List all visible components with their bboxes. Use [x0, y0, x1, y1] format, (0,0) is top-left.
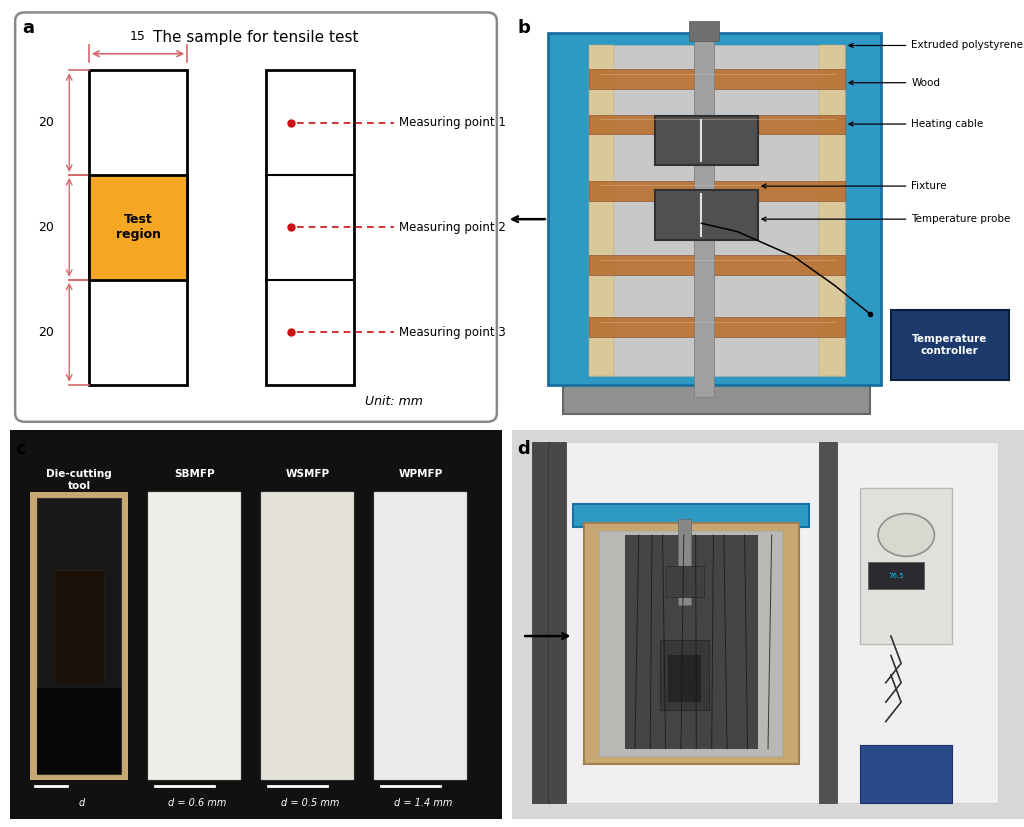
Bar — [666, 566, 705, 597]
Bar — [589, 45, 845, 376]
Bar — [89, 70, 187, 385]
Text: b: b — [517, 19, 530, 36]
Bar — [589, 114, 845, 135]
Bar — [589, 69, 845, 89]
Bar — [54, 570, 103, 685]
Bar — [589, 45, 614, 376]
Text: c: c — [15, 440, 26, 458]
Bar — [573, 504, 809, 528]
Text: WPMFP: WPMFP — [398, 469, 442, 479]
Text: Unit: mm: Unit: mm — [365, 395, 423, 409]
Bar — [30, 492, 128, 780]
Bar — [37, 498, 121, 774]
Bar — [655, 190, 758, 240]
Bar — [660, 640, 709, 710]
Text: Extruded polystyrene: Extruded polystyrene — [849, 41, 1023, 50]
Bar — [655, 116, 758, 165]
Text: 20: 20 — [39, 116, 54, 129]
Bar — [548, 33, 881, 385]
Text: Temperature
controller: Temperature controller — [912, 334, 987, 356]
Text: a: a — [23, 19, 35, 36]
Bar — [867, 562, 924, 590]
Text: 15: 15 — [130, 31, 146, 44]
Bar — [374, 492, 467, 780]
Bar — [688, 21, 719, 41]
Text: The sample for tensile test: The sample for tensile test — [154, 30, 358, 45]
Text: 76.5: 76.5 — [888, 573, 904, 579]
Text: WSMFP: WSMFP — [286, 469, 330, 479]
Text: Measuring point 3: Measuring point 3 — [398, 326, 505, 339]
Bar — [678, 519, 691, 605]
Bar — [625, 535, 758, 748]
Text: d = 0.6 mm: d = 0.6 mm — [168, 798, 226, 808]
Text: 20: 20 — [39, 326, 54, 339]
FancyBboxPatch shape — [15, 12, 497, 422]
Bar — [532, 442, 551, 803]
Bar — [860, 488, 952, 643]
Bar — [89, 175, 187, 280]
Text: Die-cutting
tool: Die-cutting tool — [46, 469, 112, 490]
Text: 20: 20 — [39, 221, 54, 234]
Bar — [589, 317, 845, 337]
Text: d = 0.5 mm: d = 0.5 mm — [281, 798, 339, 808]
Text: Wood: Wood — [849, 78, 940, 88]
Bar — [668, 656, 701, 702]
Text: Measuring point 1: Measuring point 1 — [398, 116, 506, 129]
Text: SBMFP: SBMFP — [174, 469, 215, 479]
Bar — [589, 255, 845, 275]
Bar — [891, 310, 1009, 380]
Bar — [563, 385, 870, 414]
Circle shape — [878, 514, 934, 557]
Bar — [147, 492, 242, 780]
Bar — [860, 745, 952, 803]
Text: d: d — [79, 798, 85, 808]
Text: Measuring point 2: Measuring point 2 — [398, 221, 506, 234]
Bar — [548, 442, 565, 803]
Bar — [584, 523, 799, 764]
Bar — [54, 683, 103, 693]
Bar — [261, 492, 354, 780]
Bar — [589, 180, 845, 200]
Text: d: d — [517, 440, 529, 458]
Bar — [37, 688, 121, 774]
Text: Fixture: Fixture — [762, 181, 947, 191]
Text: Heating cable: Heating cable — [849, 119, 984, 129]
Bar — [819, 442, 838, 803]
Bar — [819, 45, 845, 376]
Bar — [599, 531, 783, 757]
Text: Test
region: Test region — [116, 213, 161, 241]
Text: Temperature probe: Temperature probe — [762, 214, 1011, 224]
Text: d = 1.4 mm: d = 1.4 mm — [394, 798, 453, 808]
Bar — [266, 70, 354, 385]
Bar — [694, 25, 715, 397]
